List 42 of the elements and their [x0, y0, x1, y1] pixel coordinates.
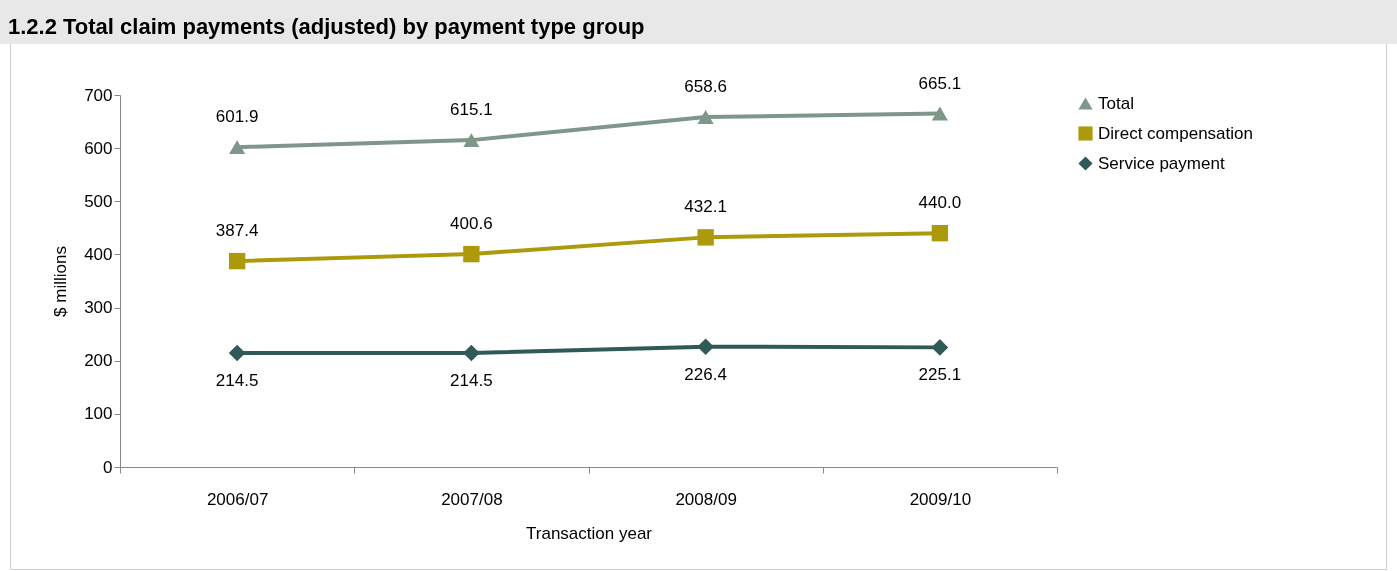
x-axis-title: Transaction year [526, 523, 653, 543]
y-tick-label: 300 [84, 298, 113, 318]
point [697, 338, 714, 355]
point [931, 339, 949, 356]
x-tick-label: 2009/10 [909, 489, 972, 509]
y-tick-label: 700 [84, 85, 113, 105]
data-label: 400.6 [450, 214, 493, 234]
data-label: 432.1 [684, 197, 727, 217]
chart-title: 1.2.2 Total claim payments (adjusted) by payment type group [0, 0, 1397, 44]
y-tick-label: 100 [84, 404, 113, 424]
point [697, 110, 714, 124]
y-tick-label: 400 [84, 244, 113, 264]
point [463, 344, 480, 362]
point [229, 140, 246, 155]
data-label: 665.1 [918, 73, 962, 93]
x-tick-label: 2006/07 [206, 489, 269, 509]
data-label: 214.5 [215, 371, 259, 391]
legend-label: Direct compensation [1098, 123, 1253, 143]
legend-label: Service payment [1098, 153, 1225, 173]
data-label: 387.4 [215, 221, 259, 241]
data-label: 440.0 [918, 193, 962, 213]
y-tick-label: 600 [84, 138, 113, 158]
y-axis-title: $ millions [51, 246, 71, 317]
data-label: 658.6 [684, 77, 727, 96]
y-tick-label: 200 [84, 351, 113, 371]
data-label: 214.5 [450, 371, 493, 391]
x-tick-label: 2007/08 [441, 489, 503, 509]
data-label: 615.1 [450, 100, 493, 120]
point [463, 133, 480, 148]
point [697, 229, 714, 246]
y-tick-label: 0 [103, 457, 113, 477]
data-label: 601.9 [215, 107, 259, 127]
y-tick-label: 500 [84, 191, 113, 211]
data-label: 225.1 [918, 365, 962, 385]
point [931, 224, 949, 242]
x-tick-label: 2008/09 [675, 489, 737, 509]
point [463, 245, 480, 263]
point [228, 252, 246, 270]
legend-label: Total [1098, 93, 1134, 113]
point [228, 344, 246, 362]
point [931, 106, 948, 121]
data-label: 226.4 [684, 364, 727, 384]
